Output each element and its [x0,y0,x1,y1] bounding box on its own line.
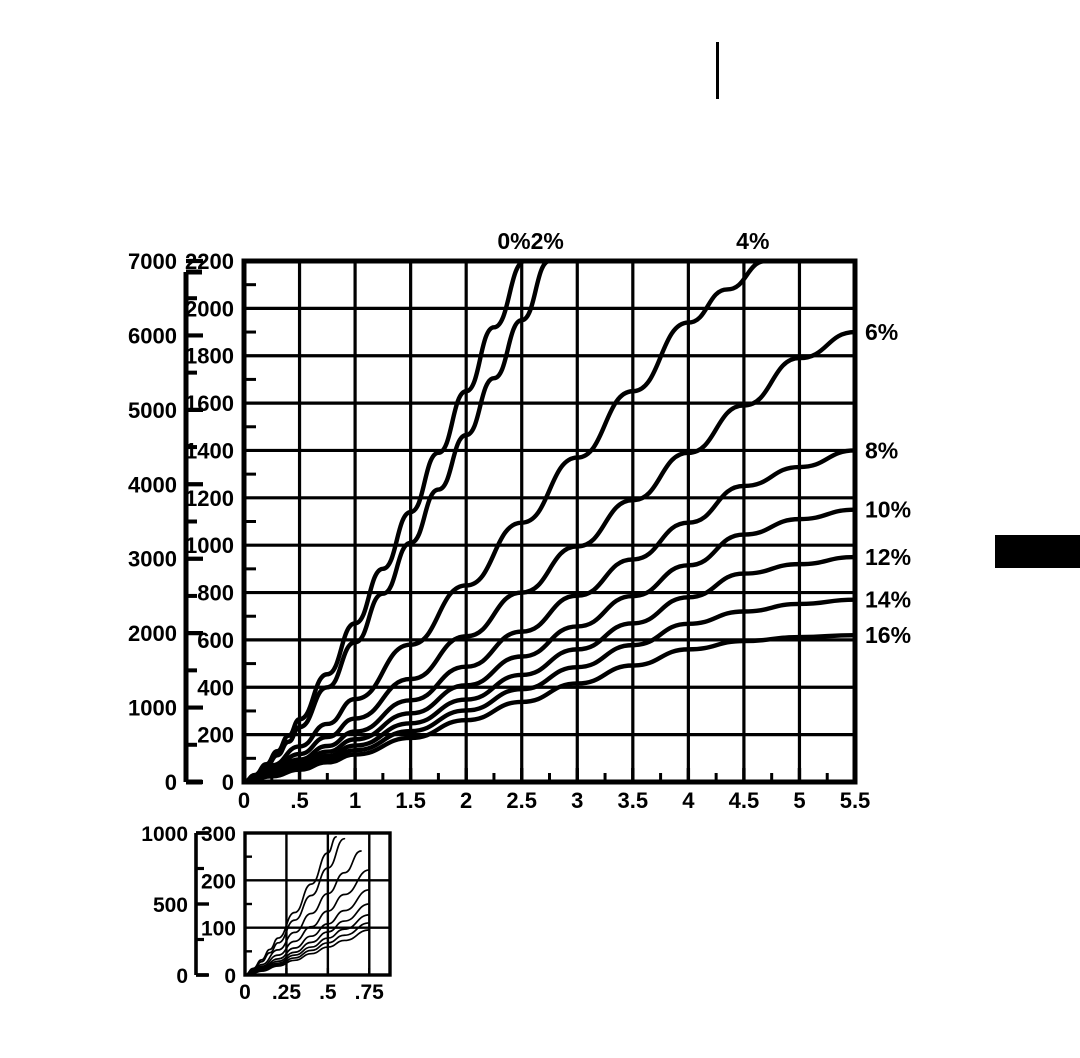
curve-label-right: 14% [865,587,911,613]
y-tick-label-outer: 4000 [128,472,177,497]
inset-x-tick-label: 0 [239,981,251,1004]
y-tick-label-inner: 1400 [185,438,234,463]
inset-y-tick-label-inner: 200 [201,870,236,893]
inset-y-tick-label-inner: 100 [201,918,236,941]
curve-label-top: 4% [736,228,769,254]
curve-4pct [241,258,769,785]
plot-frame [241,258,858,785]
inset-y-tick-label-outer: 500 [153,894,188,917]
y-tick-label-inner: 1800 [185,344,234,369]
y-tick-label-outer: 6000 [128,323,177,348]
inset-detail-chart: 0 .25 .5 .75 0 100 200 300 0 500 1000 [141,823,392,1004]
y-tick-label-outer: 5000 [128,398,177,423]
inset-curve-8pct [244,888,371,976]
y-tick-label-inner: 200 [197,723,234,748]
y-tick-label-inner: 800 [197,581,234,606]
curve-label-top: 0% [497,228,530,254]
inset-y-tick-label-outer: 0 [176,965,188,988]
y-tick-label-outer: 2000 [128,621,177,646]
curve-0pct [241,258,528,785]
x-tick-label: 0 [238,788,250,813]
x-tick-label: 4.5 [729,788,760,813]
inset-y-tick-label-outer: 1000 [141,823,188,846]
y-tick-label-inner: 2000 [185,296,234,321]
x-tick-label: 2 [460,788,472,813]
inset-y-tick-label-inner: 300 [201,823,236,846]
y-tick-label-inner: 600 [197,628,234,653]
y-tick-label-inner: 400 [197,675,234,700]
x-tick-label: 3 [571,788,583,813]
inset-x-tick-label: .75 [355,981,385,1004]
registration-mark [716,42,719,99]
curve-16pct [241,632,858,785]
curve-label-right: 16% [865,622,911,648]
x-tick-label: 3.5 [618,788,649,813]
page-edge-tab [995,535,1080,568]
y-tick-label-inner: 0 [222,770,234,795]
x-tick-label: 5 [793,788,805,813]
inset-x-tick-label: .25 [272,981,302,1004]
curve-label-right: 10% [865,497,911,523]
y-tick-label-outer: 1000 [128,696,177,721]
curve-10pct [241,507,858,785]
curve-label-right: 6% [865,319,898,345]
x-tick-label: 4 [682,788,695,813]
x-tick-label: 5.5 [840,788,871,813]
x-tick-label: 1 [349,788,361,813]
inset-y-tick-label-inner: 0 [224,965,236,988]
x-tick-label: .5 [290,788,308,813]
y-tick-label-inner: 1000 [185,533,234,558]
curve-label-top: 2% [531,228,564,254]
curve-6pct [241,329,858,785]
y-tick-label-outer: 3000 [128,547,177,572]
curve-8pct [241,448,858,785]
x-tick-label: 2.5 [506,788,537,813]
inset-curve-2pct [244,837,346,976]
y-tick-label-inner: 1200 [185,486,234,511]
curve-label-right: 12% [865,544,911,570]
y-tick-label-outer: 7000 [128,249,177,274]
y-tick-label-outer: 0 [165,770,177,795]
curve-label-right: 8% [865,437,898,463]
curve-2pct [241,258,552,785]
x-tick-label: 1.5 [395,788,426,813]
y-tick-label-inner: 1600 [185,391,234,416]
inset-curve-16pct [244,929,371,976]
main-chart: 0 .5 1 1.5 2 2.5 3 3.5 4 4.5 5 5.5 0 200 400 600 800 1000… [128,228,911,813]
inset-x-tick-label: .5 [319,981,337,1004]
